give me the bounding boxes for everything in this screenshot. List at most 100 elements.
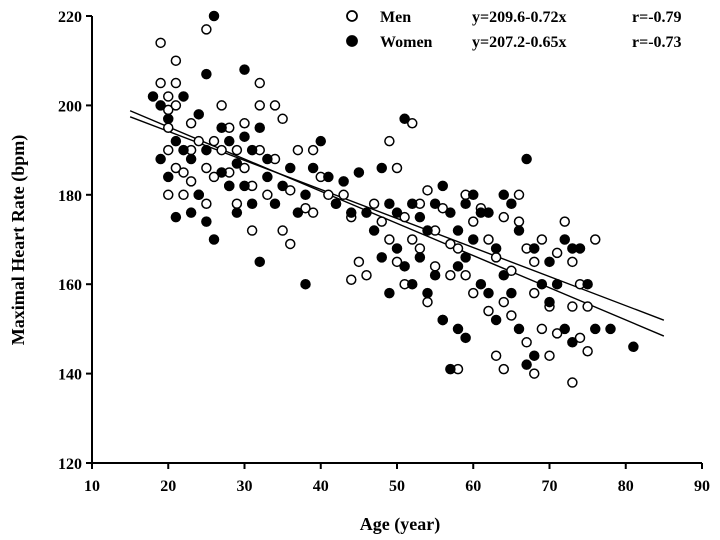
data-point-women [429, 270, 441, 281]
data-point-women [513, 225, 525, 236]
data-point-women [208, 234, 220, 245]
data-point-men [529, 368, 540, 379]
data-point-men [201, 162, 212, 174]
data-point-women [254, 122, 265, 133]
data-point-women [407, 198, 418, 209]
legend-men-marker [346, 10, 358, 22]
data-point-men [239, 118, 250, 129]
x-tick-labels: 10 20 30 40 50 60 70 80 90 [84, 478, 710, 495]
data-point-women [391, 243, 403, 254]
x-tick-label: 20 [160, 478, 176, 495]
data-point-women [307, 162, 319, 174]
data-point-women [300, 189, 311, 201]
data-point-men [231, 198, 243, 209]
data-point-women [452, 261, 464, 272]
data-point-women [269, 198, 281, 209]
data-point-women [590, 323, 601, 335]
data-point-men [574, 332, 586, 344]
data-point-women [559, 323, 570, 335]
data-point-men [498, 211, 509, 223]
data-point-men [376, 216, 387, 227]
data-point-men [285, 185, 296, 196]
data-point-women [368, 225, 380, 236]
data-point-men [208, 135, 220, 147]
data-point-men [582, 346, 593, 357]
data-point-men [513, 189, 525, 201]
legend-women-equation: y=207.2-0.65x [472, 34, 566, 51]
data-point-women [490, 243, 502, 254]
x-tick-label: 10 [84, 478, 100, 495]
data-point-women [483, 287, 494, 299]
data-point-men [407, 234, 418, 245]
data-point-men [582, 301, 593, 312]
legend-men-label: Men [380, 9, 411, 26]
data-point-women [353, 167, 365, 178]
data-point-women [147, 91, 159, 102]
data-point-men [163, 91, 174, 102]
data-point-women [460, 198, 471, 209]
data-point-women [407, 278, 418, 290]
data-point-men [300, 202, 311, 214]
data-point-women [544, 256, 555, 268]
data-point-women [452, 323, 464, 335]
x-tick-label: 40 [313, 478, 329, 495]
data-point-women [529, 243, 540, 254]
data-point-women [262, 171, 273, 183]
x-axis-title: Age (year) [360, 514, 440, 535]
data-point-men [216, 144, 227, 156]
data-point-women [422, 225, 433, 236]
y-tick-label: 160 [58, 277, 82, 294]
data-point-women [323, 171, 334, 183]
data-point-women [315, 135, 326, 147]
data-point-women [185, 207, 197, 218]
data-point-men [506, 310, 517, 321]
legend-men-equation: y=209.6-0.72x [472, 9, 566, 26]
data-point-women [246, 144, 258, 156]
data-point-women [468, 234, 479, 245]
y-tick-label: 180 [58, 188, 82, 205]
data-point-women [239, 180, 250, 192]
data-point-men [551, 247, 563, 259]
data-point-women [163, 113, 174, 125]
data-point-men [384, 135, 395, 147]
data-point-women [178, 144, 189, 156]
data-point-men [155, 77, 166, 89]
data-point-men [567, 256, 578, 268]
data-point-men [170, 77, 182, 89]
data-point-women [361, 207, 372, 218]
data-point-women [201, 144, 212, 156]
data-point-women [300, 278, 311, 290]
data-point-men [414, 243, 426, 254]
data-point-men [529, 256, 540, 268]
data-point-women [551, 278, 563, 290]
data-point-men [323, 189, 334, 201]
data-point-men [285, 238, 296, 250]
data-point-women [574, 243, 586, 254]
data-point-women [445, 207, 456, 218]
data-point-women [285, 162, 296, 174]
legend-men-r: r=-0.79 [632, 9, 682, 26]
data-point-men [201, 198, 212, 209]
data-point-men [269, 100, 281, 111]
data-point-women [185, 153, 197, 165]
data-point-men [483, 305, 494, 317]
x-tick-label: 70 [542, 478, 558, 495]
data-point-women [231, 158, 243, 169]
data-point-men [262, 189, 273, 201]
data-point-men [590, 234, 601, 245]
data-point-women [292, 207, 304, 218]
data-point-men [185, 118, 197, 129]
data-point-men [201, 24, 212, 35]
data-point-men [567, 301, 578, 312]
data-point-women [231, 207, 243, 218]
data-point-men [163, 144, 174, 156]
y-tick-label: 120 [58, 456, 82, 473]
data-point-women [224, 180, 235, 192]
data-point-women [559, 234, 570, 245]
data-point-women [605, 323, 616, 335]
data-point-women [163, 171, 174, 183]
legend-women-label: Women [380, 34, 433, 51]
y-tick-label: 140 [58, 367, 82, 384]
data-point-women [452, 225, 464, 236]
data-point-women [468, 189, 479, 201]
